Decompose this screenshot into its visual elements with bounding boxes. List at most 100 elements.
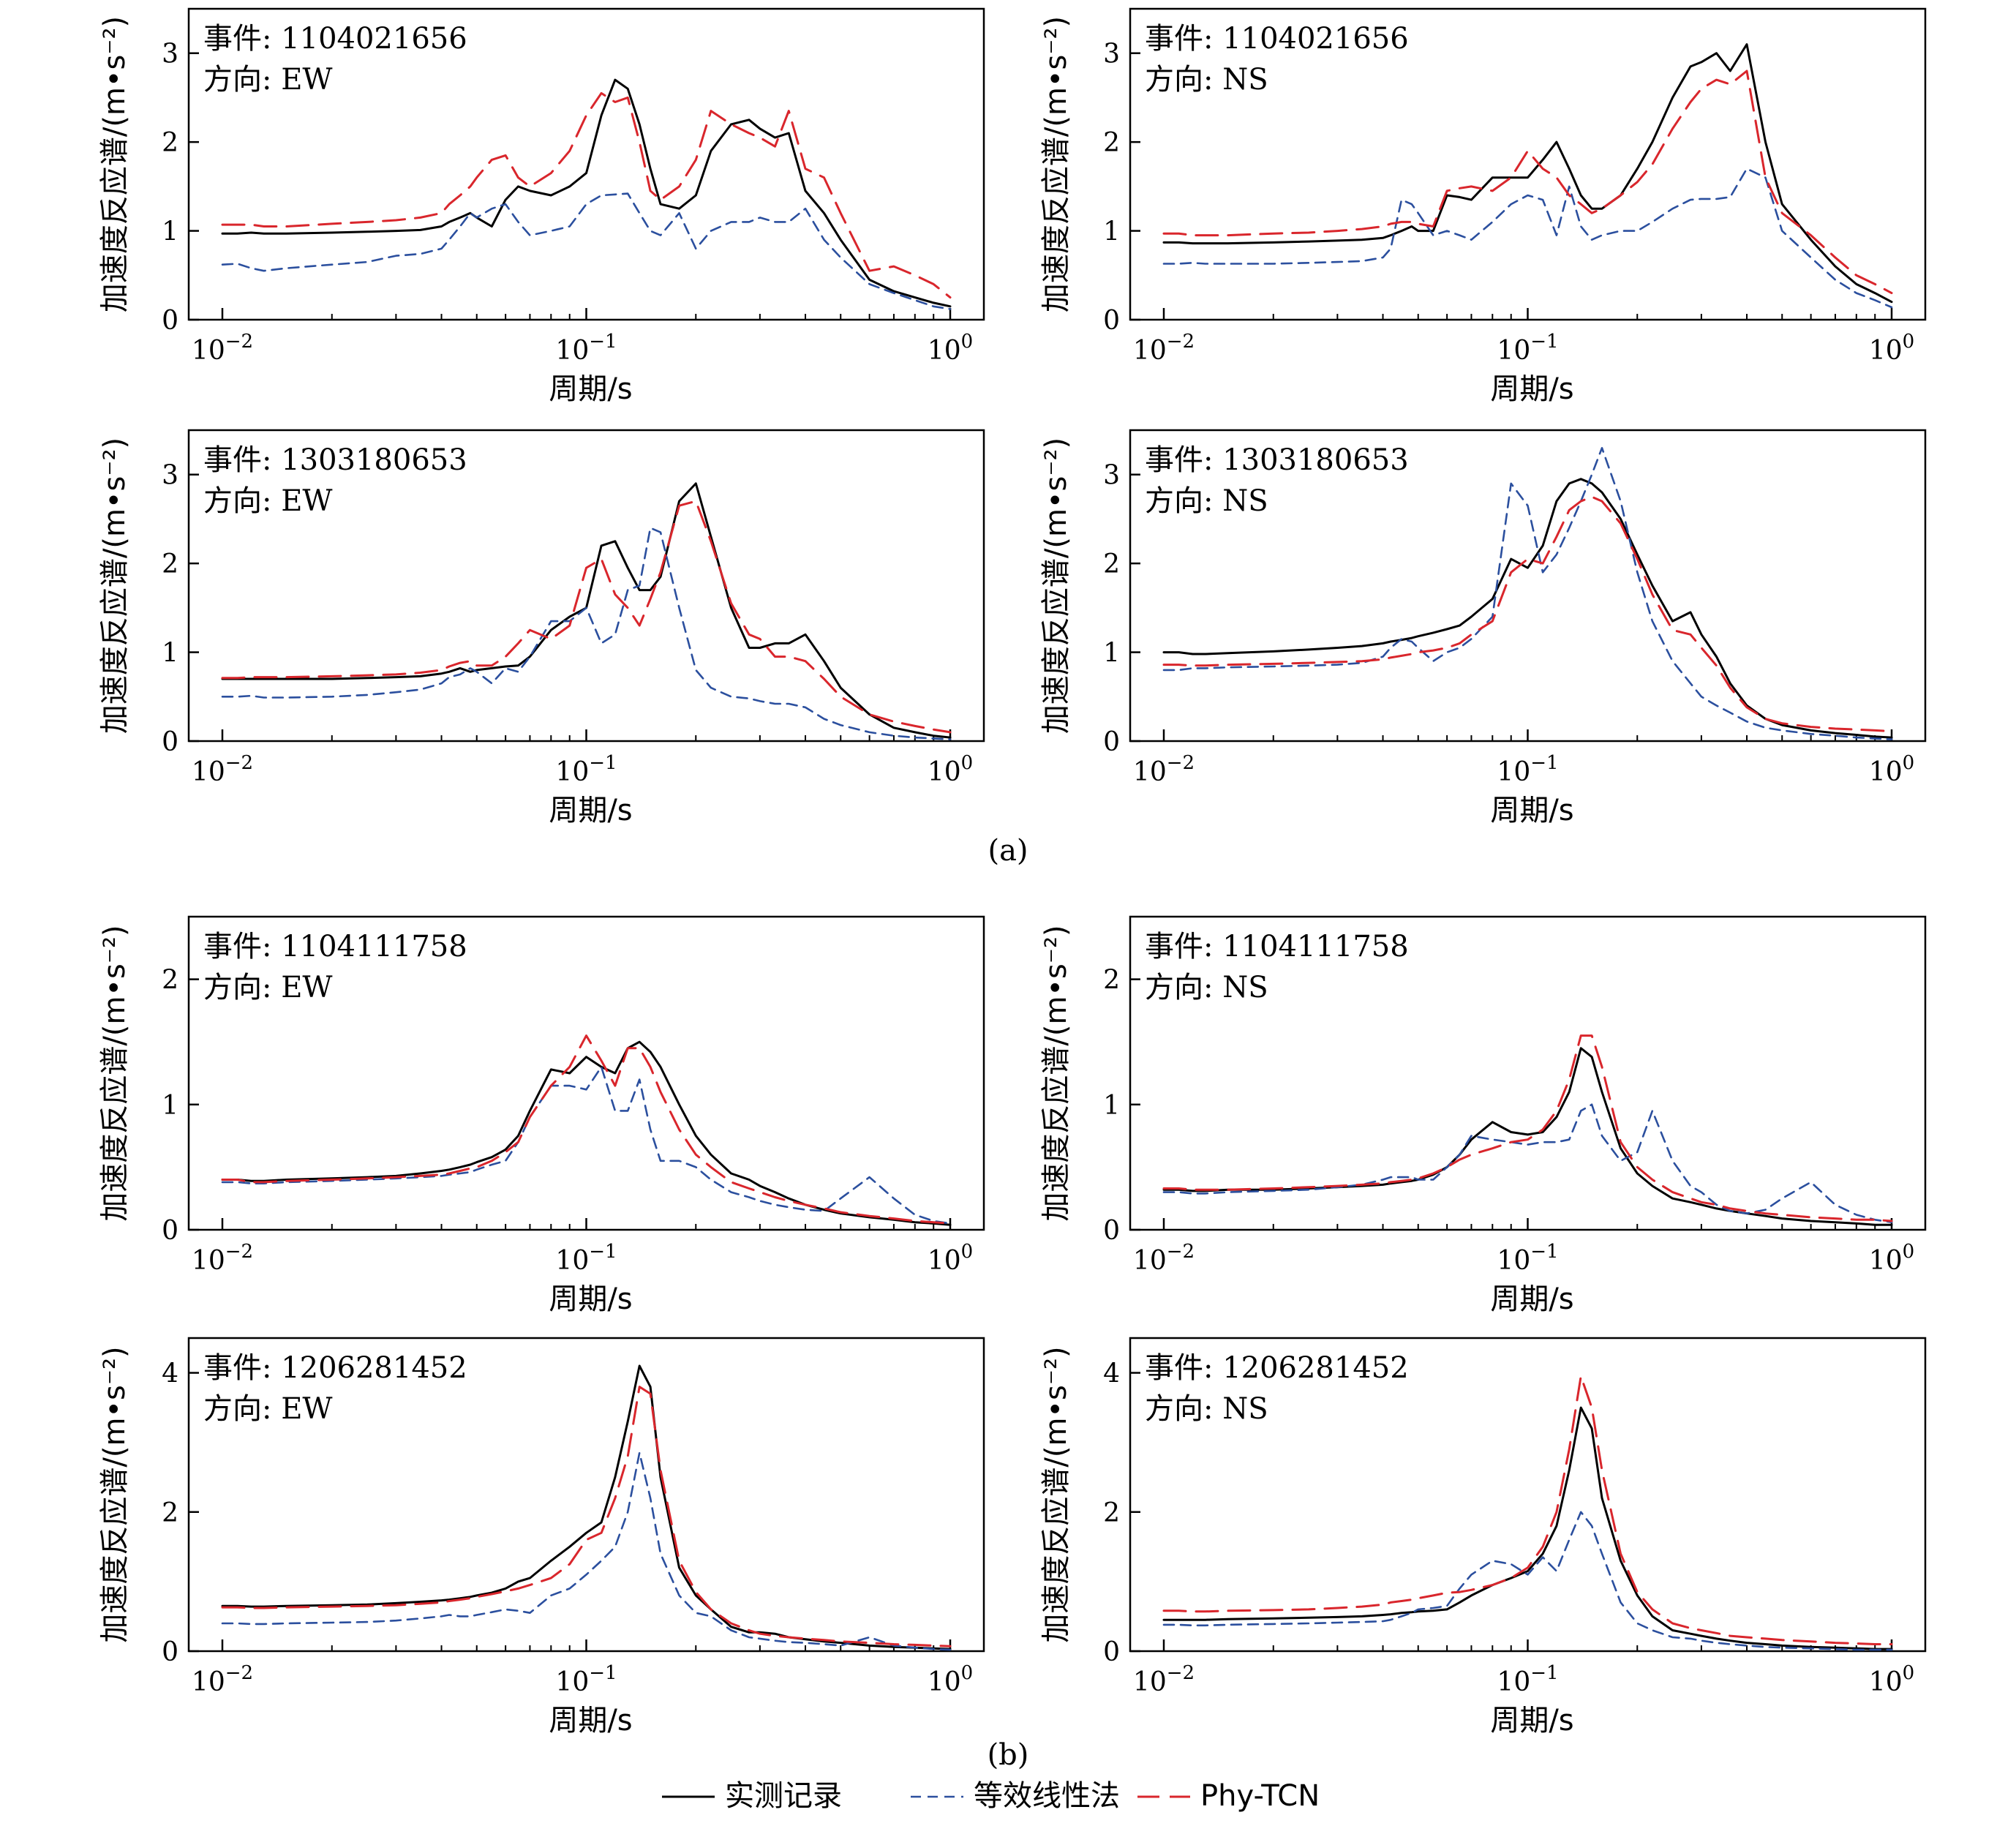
direction-annotation: 方向: EW (203, 1392, 333, 1426)
y-tick-label: 0 (162, 1216, 178, 1246)
direction-annotation: 方向: EW (203, 971, 333, 1004)
plot-frame (187, 915, 985, 1231)
legend: 实测记录 等效线性法 Phy-TCN (662, 1779, 1320, 1813)
y-tick-label: 1 (162, 217, 178, 247)
y-axis-title: 加速度反应谱/(m•s⁻²) (1039, 925, 1073, 1221)
y-tick-label: 3 (1103, 461, 1120, 491)
x-tick-label: 10−2 (192, 331, 253, 366)
series-line (1162, 478, 1893, 739)
y-tick-label: 1 (162, 639, 178, 669)
series-line (221, 1364, 952, 1650)
y-axis-title: 加速度反应谱/(m•s⁻²) (98, 1346, 132, 1642)
event-annotation: 事件: 1206281452 (203, 1351, 467, 1385)
x-tick-label: 10−2 (192, 752, 253, 787)
x-axis-title: 周期/s (1490, 1704, 1573, 1737)
y-tick-label: 0 (162, 306, 178, 336)
event-annotation: 事件: 1303180653 (203, 443, 467, 477)
x-tick-label: 10−1 (555, 331, 617, 366)
x-tick-label: 10−1 (1497, 331, 1558, 366)
x-tick-label: 10−2 (192, 1662, 253, 1697)
x-tick-label: 10−2 (1133, 752, 1195, 787)
x-tick-label: 10−2 (1133, 1662, 1195, 1697)
y-tick-label: 0 (1103, 1216, 1120, 1246)
x-axis-title: 周期/s (549, 372, 632, 406)
series-line (1162, 168, 1893, 309)
y-tick-label: 1 (1103, 1091, 1120, 1121)
chart-panel-4: 0 1 2 3 10−2 10−1 100 周期/s 加速度反应谱/(m•s⁻²) 事件: 130… (1039, 429, 1927, 827)
x-tick-label: 10−1 (1497, 1241, 1558, 1276)
y-tick-label: 0 (1103, 1637, 1120, 1667)
y-axis-title: 加速度反应谱/(m•s⁻²) (1039, 16, 1073, 312)
x-tick-label: 10−1 (555, 752, 617, 787)
direction-annotation: 方向: EW (203, 63, 333, 97)
direction-annotation: 方向: NS (1145, 971, 1268, 1004)
event-annotation: 事件: 1104111758 (1145, 930, 1409, 963)
y-tick-label: 3 (1103, 40, 1120, 69)
series-line (1162, 1047, 1893, 1226)
event-annotation: 事件: 1104021656 (1145, 22, 1409, 56)
y-tick-label: 2 (162, 128, 178, 158)
event-annotation: 事件: 1104021656 (203, 22, 467, 56)
x-tick-label: 10−2 (192, 1241, 253, 1276)
x-axis-title: 周期/s (1490, 1282, 1573, 1316)
y-tick-label: 2 (1103, 128, 1120, 158)
legend-label: 实测记录 (725, 1779, 842, 1813)
plot-frame (187, 1337, 985, 1653)
x-tick-label: 10−2 (1133, 331, 1195, 366)
y-tick-label: 2 (1103, 549, 1120, 579)
x-tick-label: 100 (928, 752, 973, 787)
series-line (221, 1451, 952, 1651)
y-tick-label: 2 (162, 1498, 178, 1528)
legend-label: Phy-TCN (1200, 1779, 1320, 1813)
x-axis-title: 周期/s (549, 794, 632, 827)
y-tick-label: 2 (162, 966, 178, 996)
x-tick-label: 100 (1869, 1241, 1914, 1276)
series-line (221, 482, 952, 739)
series-line (221, 500, 952, 734)
event-annotation: 事件: 1104111758 (203, 930, 467, 963)
y-axis-title: 加速度反应谱/(m•s⁻²) (1039, 1346, 1073, 1642)
y-tick-label: 0 (162, 727, 178, 757)
y-tick-label: 4 (1103, 1359, 1120, 1389)
x-tick-label: 100 (928, 1662, 973, 1697)
direction-annotation: 方向: NS (1145, 63, 1268, 97)
x-tick-label: 10−2 (1133, 1241, 1195, 1276)
y-tick-label: 3 (162, 461, 178, 491)
series-line (221, 78, 952, 308)
chart-panel-8: 0 2 4 10−2 10−1 100 周期/s 加速度反应谱/(m•s⁻²) 事件: 1206… (1039, 1337, 1927, 1737)
x-tick-label: 10−1 (555, 1241, 617, 1276)
x-axis-title: 周期/s (549, 1282, 632, 1316)
caption-a: (a) (988, 834, 1028, 868)
series-line (221, 1034, 952, 1225)
y-tick-label: 2 (162, 549, 178, 579)
chart-panel-3: 0 1 2 3 10−2 10−1 100 周期/s 加速度反应谱/(m•s⁻²) 事件: 130… (98, 429, 985, 827)
series-line (1162, 1103, 1893, 1223)
x-axis-title: 周期/s (549, 1704, 632, 1737)
series-line (1162, 495, 1893, 733)
series-line (221, 91, 952, 299)
y-tick-label: 1 (162, 1091, 178, 1121)
y-axis-title: 加速度反应谱/(m•s⁻²) (98, 16, 132, 312)
legend-label: 等效线性法 (974, 1779, 1120, 1813)
x-axis-title: 周期/s (1490, 372, 1573, 406)
y-axis-title: 加速度反应谱/(m•s⁻²) (98, 925, 132, 1221)
y-tick-label: 0 (1103, 727, 1120, 757)
y-tick-label: 0 (1103, 306, 1120, 336)
chart-panel-1: 0 1 2 3 10−2 10−1 100 周期/s 加速度反应谱/(m•s⁻²) 事件: 110… (98, 7, 985, 406)
x-tick-label: 100 (928, 331, 973, 366)
chart-panel-6: 0 1 2 10−2 10−1 100 周期/s 加速度反应谱/(m•s⁻²) 事件: 1104… (1039, 915, 1927, 1316)
series-line (1162, 1511, 1893, 1651)
x-tick-label: 10−1 (1497, 1662, 1558, 1697)
series-line (221, 527, 952, 740)
plot-frame (1129, 915, 1927, 1231)
y-axis-title: 加速度反应谱/(m•s⁻²) (1039, 437, 1073, 734)
y-tick-label: 1 (1103, 639, 1120, 669)
series-line (1162, 1406, 1893, 1650)
series-line (221, 192, 952, 310)
y-tick-label: 3 (162, 40, 178, 69)
series-line (221, 1386, 952, 1647)
y-tick-label: 2 (1103, 1498, 1120, 1528)
y-tick-label: 2 (1103, 966, 1120, 996)
